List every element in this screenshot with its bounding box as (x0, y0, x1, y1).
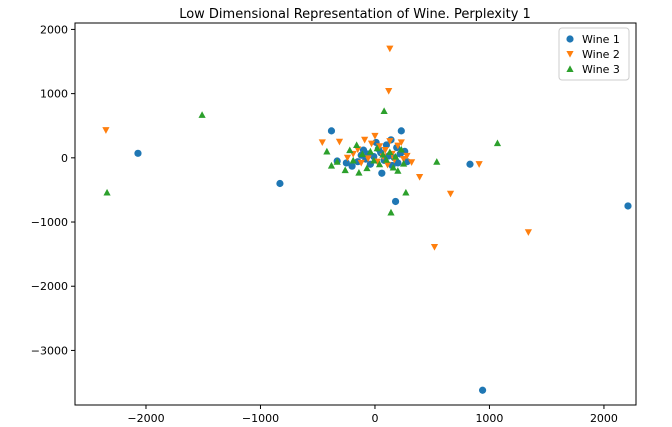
data-point (370, 152, 378, 161)
data-point (394, 159, 402, 167)
series-2 (102, 45, 532, 251)
data-point (364, 155, 372, 163)
y-tick-label: 1000 (40, 88, 68, 101)
legend-marker (566, 50, 574, 58)
data-point (391, 197, 400, 206)
legend-box (558, 27, 630, 81)
data-point (381, 147, 389, 154)
data-point (375, 160, 384, 168)
data-point (370, 156, 378, 164)
x-tick-label: −2000 (127, 412, 164, 425)
y-tick-label: −2000 (31, 280, 68, 293)
data-point (416, 174, 424, 181)
data-point (379, 151, 387, 158)
legend-marker (566, 65, 574, 73)
data-point (333, 158, 341, 165)
y-tick-label: 2000 (40, 23, 68, 36)
chart-title: Low Dimensional Representation of Wine. … (179, 7, 531, 22)
data-point (357, 159, 365, 167)
data-point (346, 146, 354, 154)
data-point (493, 139, 502, 147)
legend-marker (566, 35, 574, 43)
data-point (358, 150, 366, 158)
data-point (355, 168, 363, 176)
data-point (134, 149, 142, 157)
series-3 (103, 107, 502, 216)
data-point (348, 162, 356, 170)
data-point (387, 208, 395, 216)
data-point (335, 138, 344, 146)
data-point (391, 152, 400, 160)
data-point (341, 166, 349, 174)
x-tick-label: 1000 (475, 412, 503, 425)
data-point (327, 127, 336, 135)
data-point (349, 156, 357, 164)
data-point (466, 160, 474, 168)
data-point (353, 141, 361, 149)
x-tick-label: 0 (371, 412, 378, 425)
data-point (380, 107, 388, 115)
x-tick-label: −1000 (242, 412, 279, 425)
data-point (399, 160, 408, 167)
axis-ticks: −2000 −1000 0 1000 2000 −3000 −2000 −1000 0 1000 2… (31, 23, 618, 425)
legend-label: Wine 3 (582, 63, 620, 76)
data-point (363, 164, 371, 172)
data-point (354, 146, 362, 154)
data-point (524, 229, 532, 236)
data-point (371, 132, 379, 140)
data-point (318, 139, 326, 147)
data-point (361, 136, 369, 144)
data-point (382, 156, 391, 163)
data-point (276, 179, 284, 188)
data-point (102, 127, 110, 134)
data-point (386, 138, 394, 145)
data-point (403, 152, 411, 160)
data-point (399, 156, 408, 163)
data-point (383, 161, 392, 169)
data-point (342, 159, 350, 167)
data-point (433, 158, 441, 165)
data-points (102, 45, 632, 394)
data-point (624, 202, 632, 210)
data-point (397, 139, 405, 147)
data-point (343, 154, 352, 162)
data-point (366, 147, 374, 155)
y-tick-label: −1000 (31, 216, 68, 229)
data-point (389, 163, 397, 171)
data-point (375, 143, 384, 150)
data-point (378, 169, 386, 177)
data-point (327, 161, 336, 169)
data-point (386, 45, 394, 53)
data-point (397, 127, 405, 135)
data-point (430, 244, 439, 251)
data-point (402, 188, 410, 196)
data-point (367, 140, 376, 148)
data-point (446, 190, 455, 198)
y-tick-label: 0 (61, 152, 68, 165)
data-point (103, 188, 111, 196)
data-point (385, 87, 393, 95)
data-point (386, 148, 394, 156)
data-point (478, 386, 487, 394)
data-point (323, 147, 331, 155)
data-point (408, 159, 416, 166)
legend: Wine 1 Wine 2 Wine 3 (558, 27, 630, 81)
y-tick-label: −3000 (31, 344, 68, 357)
legend-label: Wine 2 (582, 48, 620, 61)
plot-frame (74, 22, 637, 406)
legend-label: Wine 1 (582, 33, 620, 46)
data-point (373, 144, 381, 152)
data-point (475, 161, 483, 168)
data-point (394, 142, 402, 150)
x-tick-label: 2000 (590, 412, 618, 425)
data-point (382, 141, 391, 149)
data-point (397, 145, 405, 153)
data-point (198, 111, 206, 118)
data-point (394, 167, 402, 174)
